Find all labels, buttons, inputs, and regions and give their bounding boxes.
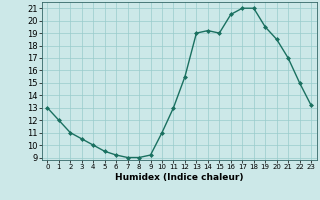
- X-axis label: Humidex (Indice chaleur): Humidex (Indice chaleur): [115, 173, 244, 182]
